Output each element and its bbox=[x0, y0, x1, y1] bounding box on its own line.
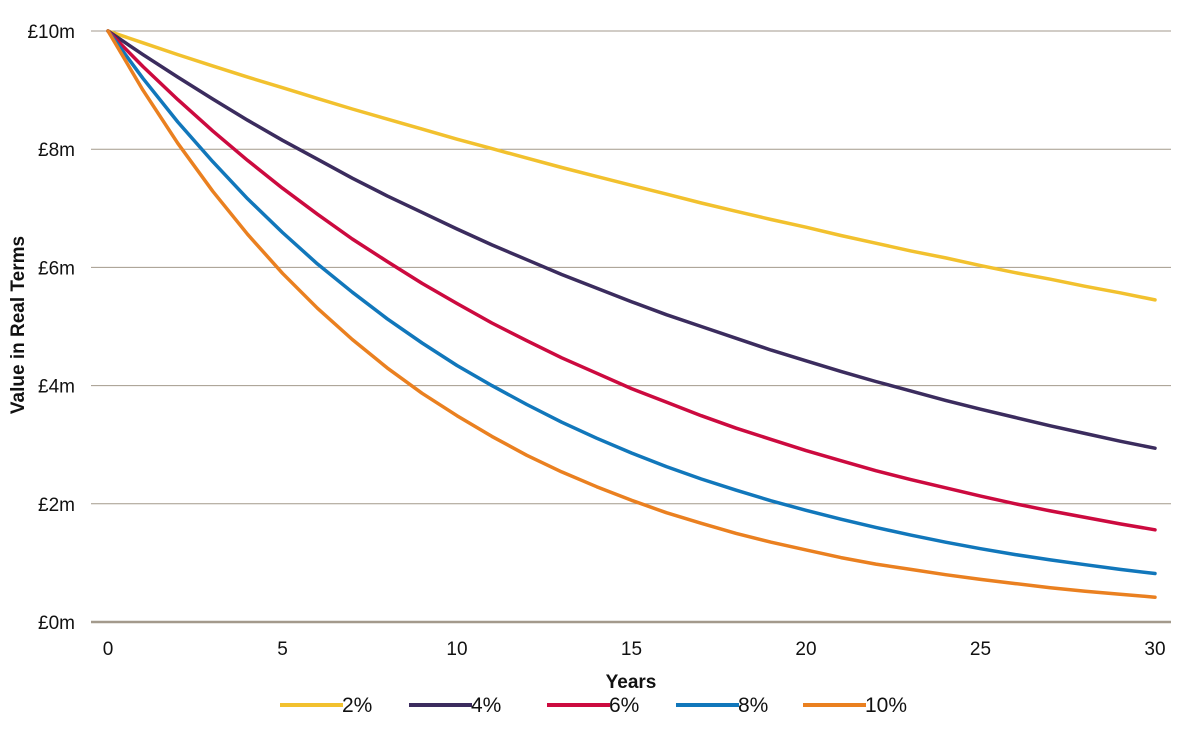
legend-label: 2% bbox=[342, 694, 372, 717]
x-axis-title: Years bbox=[606, 672, 657, 693]
y-tick-label: £4m bbox=[38, 377, 75, 398]
x-tick-label: 0 bbox=[103, 639, 114, 660]
x-tick-label: 25 bbox=[970, 639, 991, 660]
x-tick-label: 5 bbox=[277, 639, 288, 660]
series-line-6pct bbox=[106, 29, 1157, 532]
x-tick-labels: 0 5 10 15 20 25 30 bbox=[103, 639, 1166, 660]
x-tick-label: 10 bbox=[446, 639, 467, 660]
y-tick-label: £8m bbox=[38, 140, 75, 161]
legend: 2% 4% 6% 8% 10% bbox=[280, 694, 907, 717]
series-line-4pct bbox=[106, 29, 1157, 450]
x-tick-label: 30 bbox=[1144, 639, 1165, 660]
y-tick-labels: £0m £2m £4m £6m £8m £10m bbox=[27, 22, 75, 634]
series-line-2pct bbox=[106, 29, 1157, 302]
y-tick-label: £2m bbox=[38, 495, 75, 516]
legend-label: 4% bbox=[471, 694, 501, 717]
legend-label: 8% bbox=[738, 694, 768, 717]
legend-label: 10% bbox=[865, 694, 907, 717]
x-tick-label: 20 bbox=[795, 639, 816, 660]
series-line-8pct bbox=[106, 29, 1157, 576]
gridlines bbox=[91, 30, 1171, 624]
x-tick-label: 15 bbox=[621, 639, 642, 660]
series-line-10pct bbox=[106, 29, 1157, 599]
y-axis-title: Value in Real Terms bbox=[8, 236, 29, 414]
y-tick-label: £6m bbox=[38, 258, 75, 279]
y-tick-label: £10m bbox=[27, 22, 75, 43]
series-lines bbox=[106, 29, 1157, 599]
legend-label: 6% bbox=[609, 694, 639, 717]
y-tick-label: £0m bbox=[38, 613, 75, 634]
